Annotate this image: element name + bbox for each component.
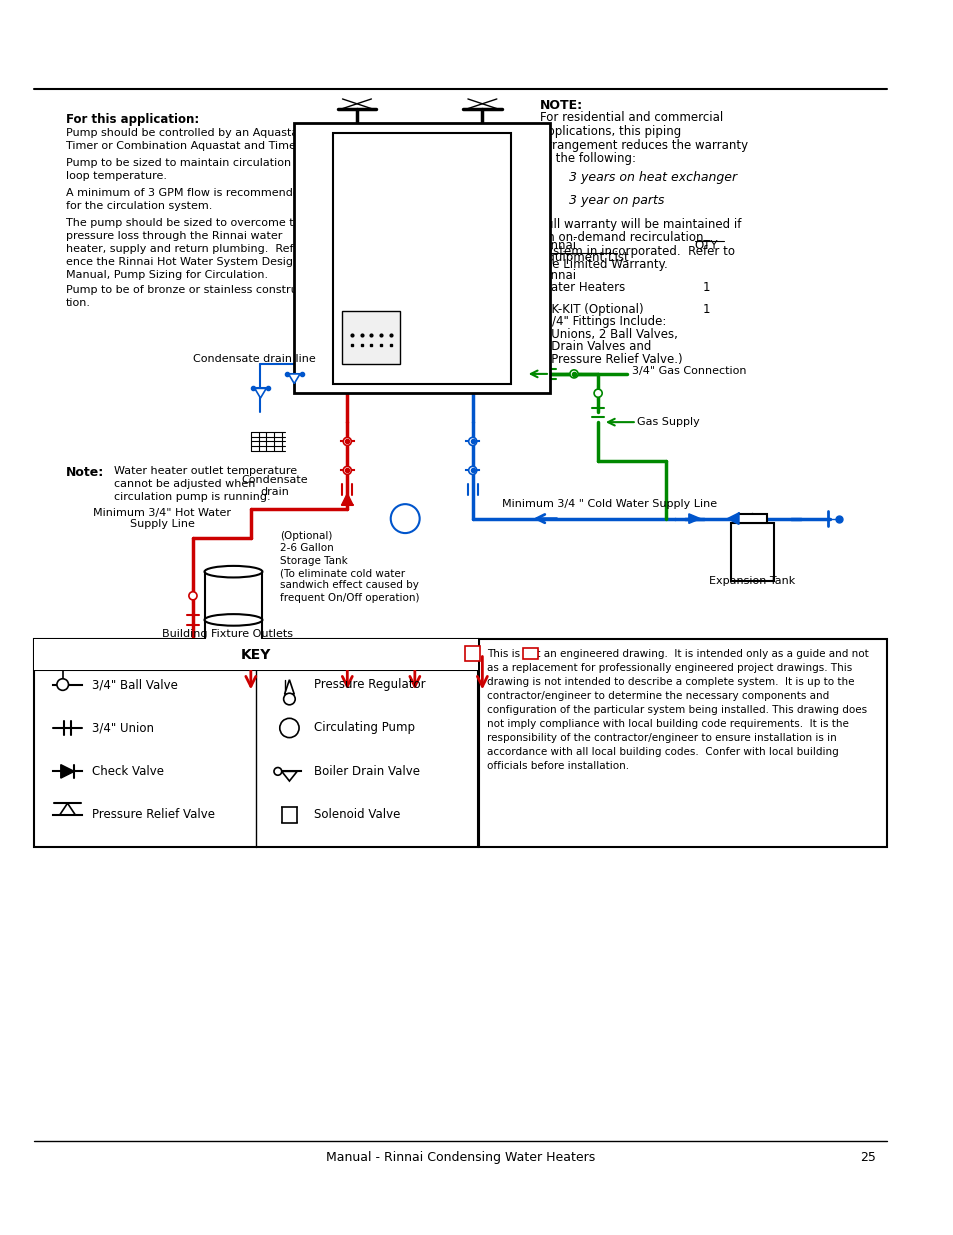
Circle shape <box>594 389 601 398</box>
Text: Circulating Pump: Circulating Pump <box>314 721 415 735</box>
Circle shape <box>274 767 281 776</box>
Polygon shape <box>281 772 296 781</box>
Text: Building Fixture Outlets: Building Fixture Outlets <box>162 630 293 640</box>
Polygon shape <box>288 374 300 384</box>
Text: The pump should be sized to overcome the
pressure loss through the Rinnai water
: The pump should be sized to overcome the… <box>66 217 308 280</box>
Text: Expansion Tank: Expansion Tank <box>709 577 795 587</box>
Circle shape <box>343 467 351 474</box>
Circle shape <box>343 437 351 446</box>
Text: (3/4" Fittings Include:: (3/4" Fittings Include: <box>539 315 666 329</box>
Bar <box>738 514 766 524</box>
Bar <box>479 640 885 847</box>
Circle shape <box>57 679 69 690</box>
Text: Solenoid Valve: Solenoid Valve <box>314 808 399 821</box>
Circle shape <box>468 437 476 446</box>
Text: 3 year on parts: 3 year on parts <box>569 194 664 207</box>
Polygon shape <box>254 388 266 398</box>
Text: Minimum 3/4" Hot Water
Supply Line: Minimum 3/4" Hot Water Supply Line <box>93 508 231 530</box>
Polygon shape <box>60 803 75 815</box>
Text: NOTE:: NOTE: <box>539 99 583 112</box>
Text: Water heater outlet temperature
cannot be adjusted when
circulation pump is runn: Water heater outlet temperature cannot b… <box>113 466 296 501</box>
Text: Minimum 3/4 " Cold Water Supply Line: Minimum 3/4 " Cold Water Supply Line <box>501 499 716 509</box>
Text: system in incorporated.  Refer to: system in incorporated. Refer to <box>539 245 735 258</box>
Text: arrangement reduces the warranty: arrangement reduces the warranty <box>539 138 747 152</box>
Circle shape <box>279 719 298 737</box>
Text: 3/4" Ball Valve: 3/4" Ball Valve <box>91 678 177 692</box>
Text: S: S <box>527 650 533 658</box>
Polygon shape <box>688 514 700 524</box>
Polygon shape <box>726 513 739 525</box>
Text: Check Valve: Check Valve <box>91 764 164 778</box>
Bar <box>33 640 477 671</box>
Text: 2 Unions, 2 Ball Valves,: 2 Unions, 2 Ball Valves, <box>539 327 678 341</box>
Text: 25: 25 <box>860 1151 875 1163</box>
Bar <box>281 806 296 823</box>
Text: RIK-KIT (Optional): RIK-KIT (Optional) <box>539 303 643 315</box>
Circle shape <box>189 592 196 600</box>
Text: Condensate drain line: Condensate drain line <box>193 354 315 364</box>
Bar <box>731 524 773 582</box>
Text: S: S <box>469 648 476 658</box>
Text: to the following:: to the following: <box>539 152 636 165</box>
Text: 1: 1 <box>701 282 709 294</box>
Text: an on-demand recirculation: an on-demand recirculation <box>539 231 703 245</box>
Text: Pump to be sized to maintain circulation
loop temperature.: Pump to be sized to maintain circulation… <box>66 158 291 182</box>
Text: Equipment List: Equipment List <box>539 252 628 264</box>
Circle shape <box>283 693 294 705</box>
Text: This is not an engineered drawing.  It is intended only as a guide and not
as a : This is not an engineered drawing. It is… <box>487 648 868 771</box>
Text: Rinnai: Rinnai <box>539 238 577 252</box>
Text: 3/4" Gas Connection: 3/4" Gas Connection <box>631 366 745 375</box>
Text: Note:: Note: <box>66 466 104 478</box>
Text: Rinnai: Rinnai <box>539 269 577 282</box>
Text: Pressure Regulator: Pressure Regulator <box>314 678 425 692</box>
Text: 3/4" Union: 3/4" Union <box>91 721 153 735</box>
Text: Gas Supply: Gas Supply <box>636 417 699 427</box>
Text: QTY: QTY <box>694 238 718 252</box>
Bar <box>522 648 537 659</box>
Ellipse shape <box>204 614 262 626</box>
Circle shape <box>468 467 476 474</box>
Text: For residential and commercial: For residential and commercial <box>539 111 722 125</box>
Bar <box>342 311 400 364</box>
Bar <box>294 124 549 393</box>
Text: Water Heaters: Water Heaters <box>539 282 625 294</box>
Text: 3 years on heat exchanger: 3 years on heat exchanger <box>569 172 737 184</box>
Text: 1: 1 <box>701 303 709 315</box>
Bar <box>33 640 477 847</box>
Text: A minimum of 3 GPM flow is recommended
for the circulation system.: A minimum of 3 GPM flow is recommended f… <box>66 188 306 211</box>
Bar <box>333 132 511 384</box>
Text: 1 Pressure Relief Valve.): 1 Pressure Relief Valve.) <box>539 353 682 366</box>
Text: Pump should be controlled by an Aquastat,
Timer or Combination Aquastat and Time: Pump should be controlled by an Aquastat… <box>66 128 305 151</box>
Text: Pressure Relief Valve: Pressure Relief Valve <box>91 808 214 821</box>
Circle shape <box>391 504 419 534</box>
Text: (Optional)
2-6 Gallon
Storage Tank
(To eliminate cold water
sandwich effect caus: (Optional) 2-6 Gallon Storage Tank (To e… <box>279 531 418 603</box>
Text: Manual - Rinnai Condensing Water Heaters: Manual - Rinnai Condensing Water Heaters <box>325 1151 594 1163</box>
Text: applications, this piping: applications, this piping <box>539 125 680 138</box>
Text: Condensate
drain: Condensate drain <box>241 475 308 496</box>
Text: KEY: KEY <box>240 647 271 662</box>
Bar <box>204 572 262 648</box>
Text: S: S <box>285 810 294 820</box>
Bar <box>464 646 480 662</box>
Ellipse shape <box>204 566 262 578</box>
Polygon shape <box>284 679 294 694</box>
Polygon shape <box>61 764 74 778</box>
Text: Boiler Drain Valve: Boiler Drain Valve <box>314 764 419 778</box>
Text: Full warranty will be maintained if: Full warranty will be maintained if <box>539 217 740 231</box>
Circle shape <box>569 369 578 378</box>
Text: 2 Drain Valves and: 2 Drain Valves and <box>539 340 651 353</box>
Text: For this application:: For this application: <box>66 114 198 126</box>
Text: the Limited Warranty.: the Limited Warranty. <box>539 258 667 272</box>
Polygon shape <box>341 494 353 505</box>
Text: Pump to be of bronze or stainless construc-
tion.: Pump to be of bronze or stainless constr… <box>66 285 307 309</box>
